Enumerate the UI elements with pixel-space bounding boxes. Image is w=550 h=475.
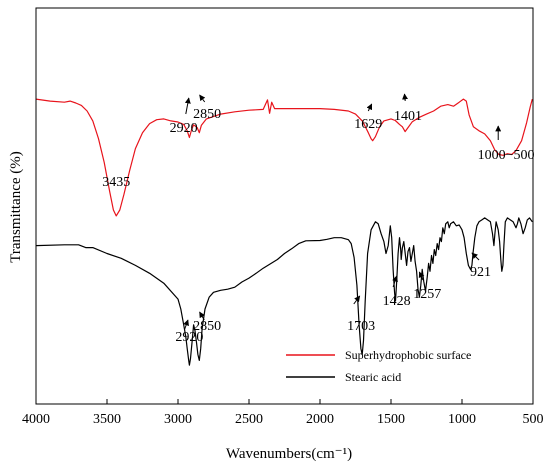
peak-arrow <box>184 97 191 115</box>
peak-arrow <box>418 271 425 281</box>
x-tick-label: 4000 <box>22 412 50 427</box>
y-axis-title: Transmittance (%) <box>8 151 24 263</box>
x-tick-label: 3000 <box>164 412 192 427</box>
x-tick-label: 1000 <box>448 412 476 427</box>
x-tick-label: 2000 <box>306 412 334 427</box>
series-line-superhydrophobic <box>35 98 533 217</box>
peak-label-1257-stearic: 1257 <box>413 287 441 302</box>
legend-label-superhydrophobic: Superhydrophobic surface <box>345 348 471 362</box>
peak-label-3435-surface: 3435 <box>102 175 130 190</box>
peak-arrow <box>402 93 409 102</box>
series-layer <box>35 98 533 366</box>
peak-label-2920-stearic: 2920 <box>175 330 203 345</box>
x-tick-label: 3500 <box>93 412 121 427</box>
legend-label-stearic-acid: Stearic acid <box>345 370 401 384</box>
axis-layer: 4000 3500 3000 2500 2000 1500 1000 500 <box>22 7 544 427</box>
peak-label-2850-surface: 2850 <box>193 107 221 122</box>
peak-label-2850-stearic: 2850 <box>193 319 221 334</box>
peak-arrow <box>366 103 373 112</box>
plot-frame <box>35 7 534 405</box>
peak-label-1629-surface: 1629 <box>354 117 382 132</box>
peak-arrow <box>471 252 480 261</box>
peak-label-2920-surface: 2920 <box>170 121 198 136</box>
peak-arrow <box>353 295 361 305</box>
x-tick-label: 500 <box>523 412 544 427</box>
x-tick-label: 1500 <box>377 412 405 427</box>
peak-label-921-stearic: 921 <box>470 265 491 280</box>
peak-arrow <box>183 319 189 331</box>
x-tick-label: 2500 <box>235 412 263 427</box>
peak-label-1000500-surface: 1000−500 <box>478 148 535 163</box>
peak-arrow <box>199 311 205 321</box>
peak-label-1401-surface: 1401 <box>394 109 422 124</box>
peak-label-1428-stearic: 1428 <box>383 294 411 309</box>
peak-label-1703-stearic: 1703 <box>347 319 375 334</box>
series-line-stearic-acid <box>35 217 533 366</box>
legend: Superhydrophobic surface Stearic acid <box>286 348 471 384</box>
x-axis-title: Wavenumbers(cm⁻¹) <box>226 446 352 462</box>
peak-arrow <box>199 94 206 103</box>
peak-arrow <box>392 275 398 288</box>
